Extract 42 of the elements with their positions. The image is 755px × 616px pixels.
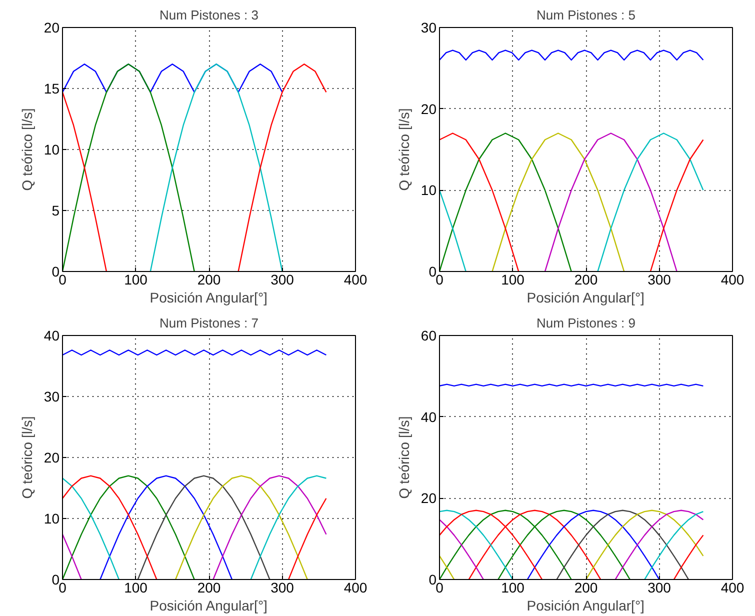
- y-tick-label: 30: [44, 388, 60, 404]
- x-tick-label: 200: [197, 272, 221, 288]
- x-tick-label: 100: [124, 272, 148, 288]
- y-tick-label: 40: [420, 408, 437, 425]
- x-tick-label: 100: [501, 272, 525, 288]
- x-tick-label: 200: [574, 580, 598, 596]
- x-tick-label: 400: [344, 272, 368, 288]
- y-tick-label: 30: [420, 20, 437, 36]
- y-tick-label: 60: [420, 328, 437, 344]
- x-tick-label: 300: [648, 580, 672, 596]
- x-tick-label: 300: [270, 580, 294, 596]
- y-tick-label: 15: [44, 80, 60, 96]
- y-tick-label: 10: [420, 182, 437, 198]
- y-tick-label: 5: [52, 202, 60, 218]
- x-axis-title: Posición Angular[°]: [150, 290, 268, 306]
- y-axis-title: Q teórico [l/s]: [396, 416, 412, 499]
- x-tick-label: 100: [124, 580, 148, 596]
- x-axis-title: Posición Angular[°]: [526, 598, 644, 614]
- y-tick-label: 40: [44, 328, 60, 344]
- x-tick-label: 200: [574, 272, 598, 288]
- chart-title: Num Pistones : 7: [160, 316, 259, 330]
- y-tick-label: 20: [44, 450, 60, 466]
- y-tick-label: 10: [44, 510, 60, 526]
- y-axis-title: Q teórico [l/s]: [18, 416, 35, 499]
- y-tick-label: 10: [44, 142, 60, 158]
- x-axis-title: Posición Angular[°]: [150, 598, 268, 614]
- x-tick-label: 300: [648, 272, 672, 288]
- x-tick-label: 400: [344, 580, 368, 596]
- y-axis-title: Q teórico [l/s]: [18, 108, 35, 191]
- y-tick-label: 20: [420, 490, 437, 506]
- y-tick-label: 20: [44, 20, 60, 36]
- chart-title: Num Pistones : 9: [536, 316, 636, 330]
- chart-title: Num Pistones : 3: [160, 8, 259, 22]
- x-tick-label: 300: [270, 272, 294, 288]
- x-tick-label: 400: [720, 580, 744, 596]
- x-axis-title: Posición Angular[°]: [526, 290, 644, 306]
- chart-title: Num Pistones : 5: [536, 8, 636, 22]
- y-tick-label: 20: [420, 100, 437, 117]
- y-axis-title: Q teórico [l/s]: [396, 108, 412, 191]
- x-tick-label: 400: [720, 272, 744, 288]
- x-tick-label: 100: [501, 580, 525, 596]
- x-tick-label: 200: [197, 580, 221, 596]
